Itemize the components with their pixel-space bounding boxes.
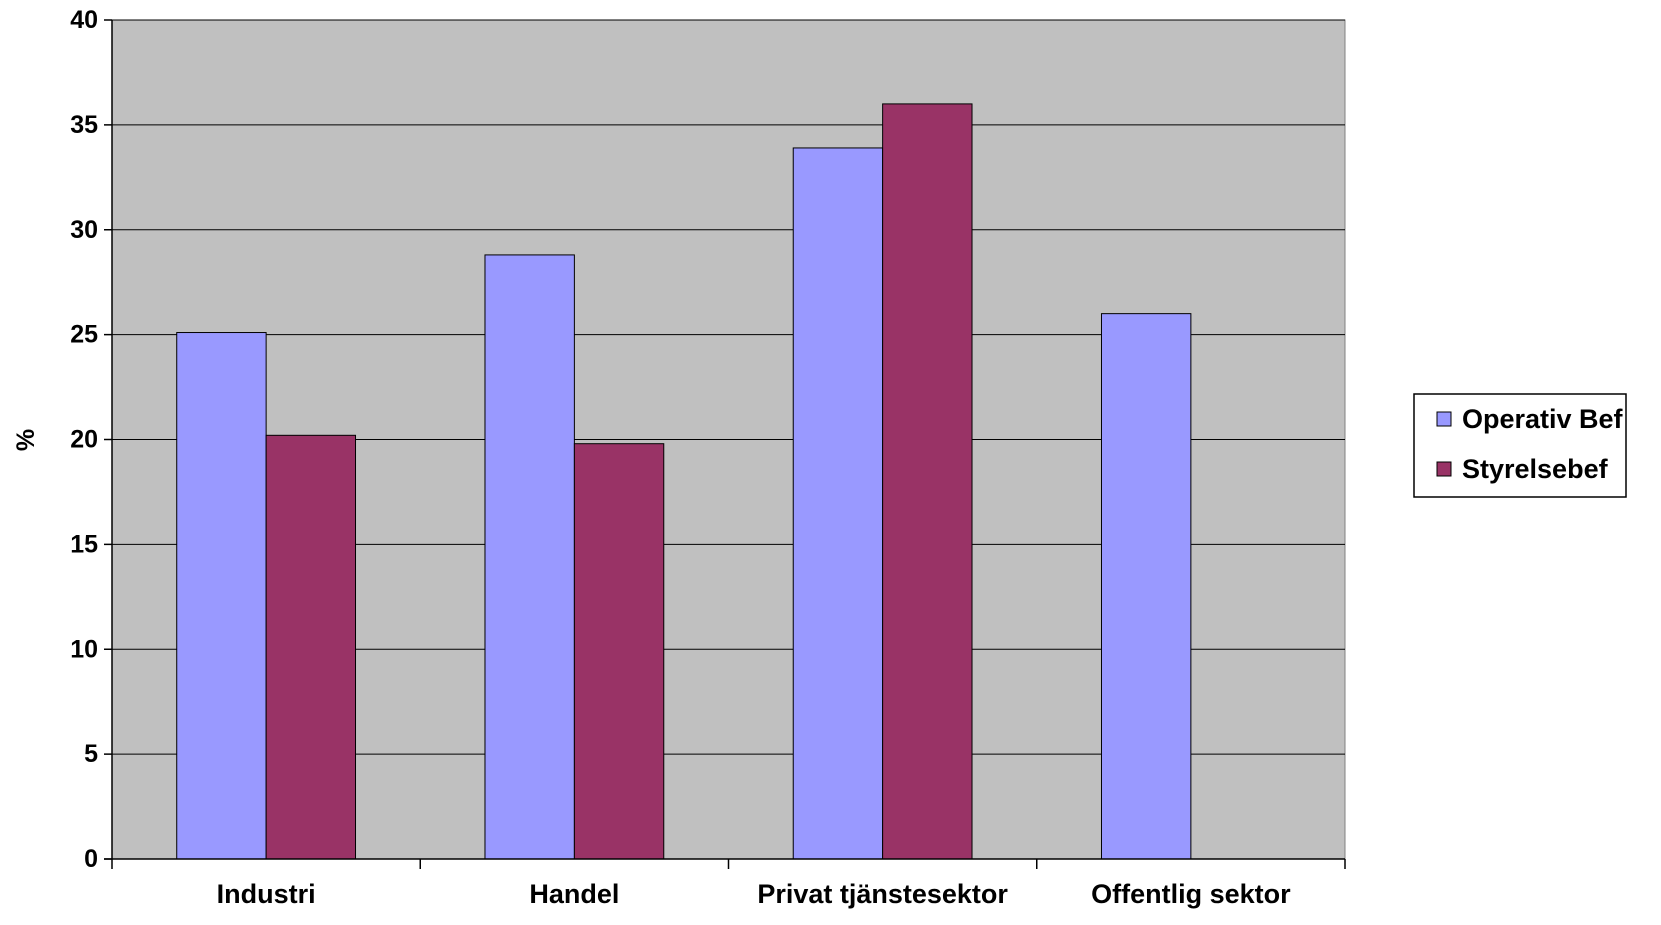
y-tick-label: 30 [70, 216, 98, 244]
legend-box [1413, 393, 1627, 498]
y-tick-label: 40 [70, 6, 98, 34]
legend-swatch [1436, 461, 1452, 477]
x-category-label: Industri [217, 879, 316, 909]
y-tick-label: 25 [70, 321, 98, 349]
x-category-label: Privat tjänstesektor [757, 879, 1008, 909]
bar-operativ-2 [792, 147, 884, 860]
y-tick-label: 35 [70, 111, 98, 139]
x-category-label: Handel [529, 879, 619, 909]
y-tick-label: 5 [84, 740, 98, 768]
y-axis-title: % [12, 429, 40, 451]
bar-operativ-3 [1100, 313, 1192, 860]
bar-styrelse-0 [265, 434, 357, 860]
legend-swatch [1436, 411, 1452, 427]
x-category-label: Offentlig sektor [1091, 879, 1291, 909]
legend-label: Operativ Bef [1462, 404, 1624, 434]
legend: Operativ Bef Styrelsebef [1413, 393, 1627, 498]
legend-label: Styrelsebef [1462, 454, 1609, 484]
bar-operativ-0 [176, 332, 267, 860]
axes: 0 5 10 15 20 25 30 35 40 Industri Handel Privat tjä… [70, 6, 1346, 909]
bar-operativ-1 [484, 254, 575, 860]
y-tick-label: 20 [70, 426, 98, 454]
bar-styrelse-1 [573, 443, 665, 860]
bars [176, 103, 1192, 860]
y-tick-label: 10 [70, 635, 98, 663]
y-tick-label: 15 [70, 530, 98, 558]
bar-styrelse-2 [882, 103, 973, 860]
y-tick-label: 0 [84, 845, 98, 873]
